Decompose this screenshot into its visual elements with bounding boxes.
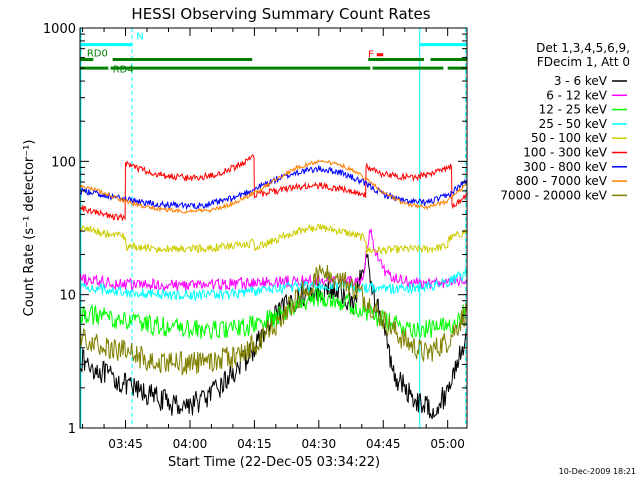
y-tick-label-0: 1 <box>68 422 76 437</box>
flag-label-rd0: RD0 <box>87 49 108 60</box>
flag-label-rd4: RD4 <box>113 64 134 75</box>
x-tick-label-5: 05:00 <box>430 437 465 451</box>
series-line-7 <box>79 159 467 214</box>
legend-label-2: 12 - 25 keV <box>539 103 608 117</box>
legend-label-8: 7000 - 20000 keV <box>500 188 607 202</box>
legend: Det 1,3,4,5,6,9, FDecim 1, Att 0 3 - 6 k… <box>500 41 630 202</box>
date-stamp: 10-Dec-2009 18:21 <box>559 467 636 476</box>
legend-label-7: 800 - 7000 keV <box>516 174 608 188</box>
y-axis-label: Count Rate (s⁻¹ detector⁻¹) <box>22 140 37 317</box>
series-lines <box>79 154 468 420</box>
y-tick-label-1: 10 <box>59 289 76 304</box>
plot-frame <box>79 27 468 429</box>
x-tick-label-2: 04:15 <box>237 437 272 451</box>
legend-label-1: 6 - 12 keV <box>546 88 608 102</box>
series-line-5 <box>80 154 468 222</box>
legend-label-3: 25 - 50 keV <box>539 117 608 131</box>
y-axis-ticks: 1 10 100 1000 <box>43 22 467 437</box>
flag-bars: N F RD0 RD4 <box>80 31 467 75</box>
x-tick-label-3: 04:30 <box>302 437 337 451</box>
series-line-8 <box>79 264 468 376</box>
x-tick-label-1: 04:00 <box>173 437 208 451</box>
legend-label-4: 50 - 100 keV <box>531 131 608 145</box>
chart-title: HESSI Observing Summary Count Rates <box>131 5 430 23</box>
x-tick-label-4: 04:45 <box>366 437 401 451</box>
y-tick-label-2: 100 <box>51 155 76 170</box>
legend-label-6: 300 - 800 keV <box>523 160 607 174</box>
series-line-3 <box>80 269 468 302</box>
legend-header-line-1: Det 1,3,4,5,6,9, <box>536 41 630 55</box>
legend-label-5: 100 - 300 keV <box>523 146 607 160</box>
flag-label-n: N <box>136 31 143 42</box>
y-tick-label-3: 1000 <box>43 22 76 37</box>
legend-header-line-2: FDecim 1, Att 0 <box>537 55 630 69</box>
x-axis-label: Start Time (22-Dec-05 03:34:22) <box>168 455 380 470</box>
series-line-4 <box>79 223 468 255</box>
legend-label-0: 3 - 6 keV <box>554 74 608 88</box>
x-axis-ticks: 03:45 04:00 04:15 04:30 04:45 05:00 <box>82 28 465 451</box>
flag-label-f: F <box>368 50 374 61</box>
x-tick-label-0: 03:45 <box>108 437 143 451</box>
